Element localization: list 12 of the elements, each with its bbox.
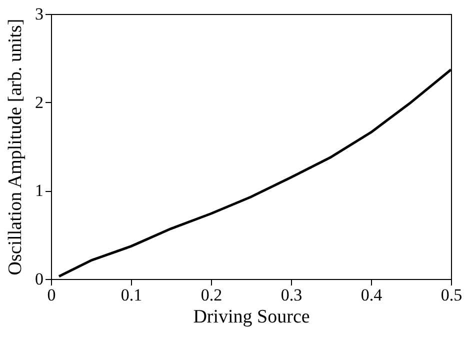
x-tick-label: 0.5 [440, 286, 462, 304]
x-tick-label: 0.3 [280, 286, 302, 304]
x-tick-label: 0.2 [200, 286, 222, 304]
x-tick-label: 0 [47, 286, 56, 304]
y-tick-label: 3 [35, 4, 44, 24]
x-tick-label: 0.4 [360, 286, 383, 304]
y-tick-label: 1 [35, 181, 44, 200]
y-tick-label: 0 [35, 270, 44, 288]
x-tick-label: 0.1 [120, 286, 142, 304]
y-tick-label: 2 [35, 92, 44, 112]
y-axis-title: Oscillation Amplitude [arb. units] [5, 18, 26, 276]
x-axis-title: Driving Source [193, 306, 310, 328]
